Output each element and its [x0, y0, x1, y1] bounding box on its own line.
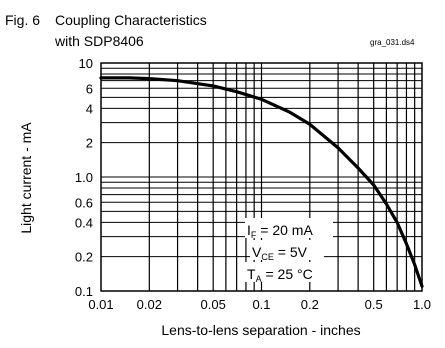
plot-frame — [100, 62, 423, 292]
annotation-text: VCE = 5V — [252, 244, 308, 262]
x-tick-label: 0.02 — [137, 297, 162, 312]
file-reference: gra_031.ds4 — [370, 38, 415, 47]
y-tick-label: 0.2 — [75, 250, 93, 265]
annotation-background — [250, 240, 324, 260]
figure-label: Fig. 6 — [5, 12, 41, 28]
annotation-backgrounds — [245, 218, 333, 282]
y-tick-label: 0.4 — [75, 215, 93, 230]
y-tick-label: 0.1 — [75, 284, 93, 299]
x-axis-label: Lens-to-lens separation - inches — [161, 322, 361, 338]
chart-subtitle: with SDP8406 — [55, 33, 144, 49]
x-tick-label: 0.5 — [365, 297, 383, 312]
x-tick-label: 0.01 — [88, 297, 113, 312]
y-tick-label: 10 — [79, 56, 93, 71]
x-tick-label: 1.0 — [413, 297, 431, 312]
x-tick-label: 0.05 — [201, 297, 226, 312]
y-tick-label: 2 — [86, 136, 93, 151]
annotation-text: TA = 25 °C — [247, 266, 313, 284]
annotation-background — [245, 218, 333, 238]
annotation-background — [245, 262, 329, 282]
annotation-text: IF = 20 mA — [247, 222, 313, 240]
x-tick-label: 0.2 — [301, 297, 319, 312]
y-tick-label: 4 — [86, 101, 93, 116]
series-line — [99, 76, 424, 288]
x-tick-label: 0.1 — [252, 297, 270, 312]
y-tick-label: 0.6 — [75, 195, 93, 210]
series-layer — [99, 76, 424, 288]
y-tick-labels: 0.1 0.2 0.4 0.6 1.0 2 4 6 10 — [75, 56, 93, 299]
y-tick-label: 1.0 — [75, 170, 93, 185]
y-tick-label: 6 — [86, 81, 93, 96]
x-tick-labels: 0.01 0.02 0.05 0.1 0.2 0.5 1.0 — [88, 297, 431, 312]
chart-title: Coupling Characteristics — [55, 12, 207, 28]
annotations: IF = 20 mA VCE = 5V TA = 25 °C — [247, 222, 313, 284]
